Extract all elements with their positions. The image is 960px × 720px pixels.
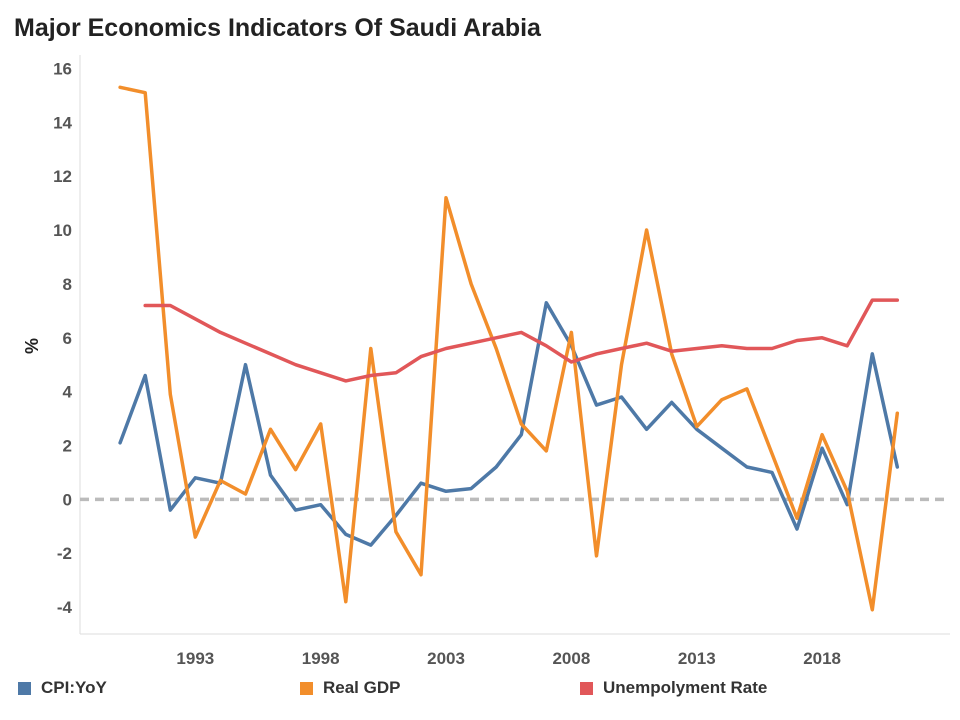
y-tick-label: 4 bbox=[63, 383, 73, 402]
legend: CPI:YoY Real GDP Unempolyment Rate bbox=[18, 678, 948, 702]
legend-swatch bbox=[580, 681, 593, 695]
chart-title: Major Economics Indicators Of Saudi Arab… bbox=[14, 14, 541, 42]
y-tick-label: 14 bbox=[53, 113, 72, 132]
x-tick-label: 2018 bbox=[803, 649, 841, 668]
y-tick-label: -4 bbox=[57, 598, 73, 617]
x-tick-label: 1993 bbox=[176, 649, 214, 668]
series-line-unempolyment-rate bbox=[143, 298, 900, 383]
legend-item: Unempolyment Rate bbox=[580, 678, 767, 698]
y-tick-label: 6 bbox=[63, 329, 72, 348]
tick-labels: -4 -2 0 2 4 6 8 10 12 14 16 1993 1998 2003 2008 2013 201… bbox=[53, 59, 841, 668]
series-line-real-gdp bbox=[118, 85, 900, 612]
x-tick-label: 2013 bbox=[678, 649, 716, 668]
y-tick-label: -2 bbox=[57, 544, 72, 563]
y-tick-label: 10 bbox=[53, 221, 72, 240]
y-tick-label: 2 bbox=[63, 436, 72, 455]
y-tick-label: 8 bbox=[63, 275, 72, 294]
y-tick-label: 0 bbox=[63, 490, 72, 509]
legend-label: Unempolyment Rate bbox=[603, 678, 768, 697]
x-tick-label: 2003 bbox=[427, 649, 465, 668]
x-tick-label: 1998 bbox=[302, 649, 340, 668]
legend-item: CPI:YoY bbox=[18, 678, 107, 698]
series-line-cpi-yoy bbox=[118, 301, 900, 547]
y-tick-label: 16 bbox=[53, 59, 72, 78]
legend-swatch bbox=[18, 681, 31, 695]
legend-item: Real GDP bbox=[300, 678, 400, 698]
legend-label: Real GDP bbox=[323, 678, 401, 697]
axes bbox=[79, 55, 950, 635]
y-axis-label: % bbox=[22, 338, 42, 354]
series-lines bbox=[118, 85, 900, 612]
legend-label: CPI:YoY bbox=[41, 678, 107, 697]
legend-swatch bbox=[300, 681, 313, 695]
x-tick-label: 2008 bbox=[552, 649, 590, 668]
y-tick-label: 12 bbox=[53, 167, 72, 186]
